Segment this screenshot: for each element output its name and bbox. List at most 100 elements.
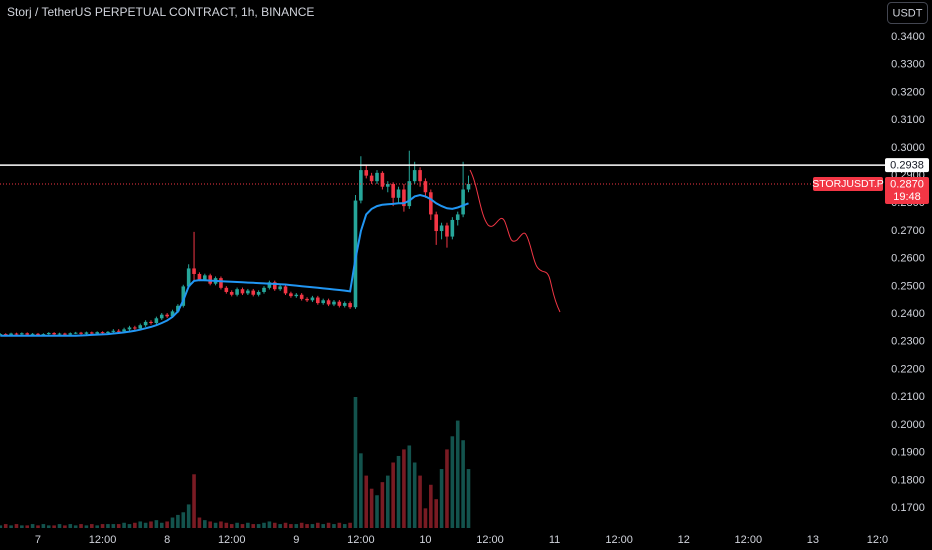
candle-body (95, 332, 99, 334)
countdown-label: 19:48 (893, 191, 921, 203)
volume-bar (445, 449, 449, 528)
y-tick-label: 0.3400 (891, 31, 925, 43)
volume-bar (337, 522, 342, 528)
candle-body (46, 332, 51, 335)
volume-bar (369, 488, 374, 528)
volume-bar (224, 522, 229, 528)
volume-bar (375, 495, 379, 528)
y-tick-label: 0.2600 (891, 253, 925, 265)
last-price-label: 0.2870 (890, 178, 924, 190)
volume-bar (138, 521, 143, 528)
x-tick-label: 12:0 (867, 534, 888, 546)
volume-bar (262, 522, 266, 528)
candle-body (299, 294, 304, 299)
candle-body (176, 305, 180, 312)
candle-body (203, 275, 207, 280)
candle-body (192, 268, 196, 274)
candle-body (461, 189, 465, 215)
volume-bar (46, 525, 51, 528)
candle-body (429, 192, 433, 215)
volume-bar (165, 521, 169, 528)
volume-bar (116, 524, 121, 528)
candle-body (326, 300, 331, 305)
volume-bar (391, 462, 395, 528)
volume-bar (385, 475, 390, 528)
volume-bar (364, 475, 369, 528)
volume-bar (149, 521, 153, 528)
candle-body (262, 287, 266, 292)
candle-body (41, 334, 46, 336)
marks (0, 150, 471, 528)
volume-bar (213, 522, 218, 528)
volume-bar (73, 525, 78, 528)
candle-body (423, 181, 428, 193)
candle-body (246, 290, 250, 294)
candle-body (73, 332, 78, 334)
candle-body (229, 291, 234, 295)
volume-bar (396, 455, 401, 528)
currency-button-label[interactable]: USDT (893, 7, 923, 19)
volume-bar (251, 524, 256, 528)
candle-body (170, 311, 175, 317)
x-tick-label: 11 (549, 534, 560, 546)
volume-bar (159, 522, 164, 528)
volume-bar (95, 525, 99, 528)
candle-body (375, 172, 379, 182)
volume-bar (203, 520, 207, 528)
candle-body (159, 314, 164, 319)
volume-bar (289, 524, 293, 528)
volume-bar (154, 520, 159, 528)
volume-bar (316, 522, 320, 528)
candle-body (181, 286, 186, 306)
candle-body (30, 333, 35, 335)
volume-bar (310, 524, 315, 528)
y-tick-label: 0.3200 (891, 86, 925, 98)
volume-bar (197, 517, 202, 528)
candle-body (197, 273, 202, 280)
volume-bar (127, 524, 132, 528)
candle-body (359, 170, 363, 201)
volume-bar (14, 524, 19, 528)
x-tick-label: 12:00 (347, 534, 375, 546)
x-tick-label: 12:00 (605, 534, 633, 546)
volume-bar (79, 524, 83, 528)
candle-body (267, 282, 272, 288)
candle-body (418, 170, 422, 182)
candle-body (337, 301, 342, 306)
candle-body (9, 333, 13, 335)
volume-bar (450, 436, 455, 528)
volume-bar (359, 453, 363, 528)
candle-body (256, 291, 261, 295)
x-tick-label: 12:00 (218, 534, 246, 546)
currency-button[interactable] (887, 2, 928, 24)
volume-bar (176, 514, 180, 528)
y-tick-label: 0.3000 (891, 142, 925, 154)
candle-body (364, 170, 369, 176)
volume-bar (299, 522, 304, 528)
volume-bar (412, 462, 417, 528)
y-tick-label: 0.2500 (891, 280, 925, 292)
candle-body (52, 332, 56, 335)
volume-bar (3, 524, 8, 528)
volume-bar (434, 499, 439, 528)
volume-bar (423, 508, 428, 528)
candle-body (251, 290, 256, 295)
volume-bar (294, 524, 299, 528)
candle-body (310, 297, 315, 301)
y-tick-label: 0.1800 (891, 474, 925, 486)
volume-bar (348, 522, 352, 528)
candle-body (111, 330, 116, 332)
candle-body (84, 332, 89, 334)
volume-bar (208, 521, 212, 528)
candle-body (445, 225, 449, 237)
x-tick-label: 7 (35, 534, 41, 546)
volume-bar (192, 474, 196, 528)
candle-body (208, 275, 212, 284)
x-tick-label: 9 (293, 534, 299, 546)
candle-body (450, 219, 455, 237)
candle-body (348, 303, 352, 308)
volume-bar (321, 524, 325, 528)
volume-bar (283, 522, 288, 528)
candle-body (369, 175, 374, 182)
